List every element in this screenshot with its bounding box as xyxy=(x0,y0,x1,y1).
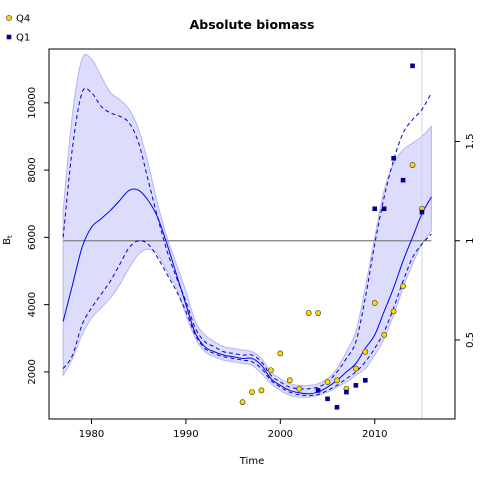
x-tick-label: 1990 xyxy=(173,429,198,440)
q1-point xyxy=(372,206,378,212)
q4-point xyxy=(324,379,331,385)
upper-ci-line xyxy=(62,87,432,390)
q1-point xyxy=(363,378,368,383)
y-axis-label: Bt xyxy=(2,235,14,245)
x-tick-label: 1980 xyxy=(79,429,104,440)
y-tick-label: 8000 xyxy=(27,157,38,182)
q4-point xyxy=(305,310,312,316)
x-tick-label: 2000 xyxy=(268,429,293,440)
y-tick-label: 10000 xyxy=(27,87,38,119)
estimate-line xyxy=(62,188,432,395)
data-point-layer xyxy=(239,63,425,410)
q1-point xyxy=(419,209,425,215)
confidence-band xyxy=(62,53,432,398)
y2-tick-label: 0.5 xyxy=(465,332,476,348)
plot-frame xyxy=(48,48,456,420)
y2-tick-label: 1 xyxy=(465,238,476,244)
q1-point xyxy=(325,396,330,402)
q4-point xyxy=(277,350,284,357)
x-tick-label: 2010 xyxy=(362,429,387,440)
q1-point xyxy=(391,156,396,161)
q1-point xyxy=(315,388,321,393)
y-tick-label: 2000 xyxy=(27,359,38,384)
y-axis-label-main: B xyxy=(2,238,13,245)
q1-point xyxy=(334,404,340,410)
q4-point xyxy=(371,300,378,306)
chart-title: Absolute biomass xyxy=(190,17,315,32)
q1-point xyxy=(381,206,387,212)
q4-point xyxy=(409,162,416,168)
y2-tick-label: 1.5 xyxy=(465,134,476,150)
q4-point xyxy=(390,308,397,315)
q4-point xyxy=(352,365,359,372)
q4-point xyxy=(239,399,246,406)
q4-point xyxy=(381,332,388,338)
legend-q1-marker xyxy=(6,34,12,40)
legend-entry-label: Q1 xyxy=(16,33,30,44)
q4-point xyxy=(315,310,321,316)
q1-point xyxy=(410,63,415,69)
q1-point xyxy=(344,389,349,395)
confidence-band-layer xyxy=(62,53,432,398)
series-line-layer xyxy=(62,49,432,419)
q4-point xyxy=(296,385,303,392)
q4-point xyxy=(334,377,340,384)
q4-point xyxy=(400,283,406,290)
q4-point xyxy=(249,389,255,395)
x-axis-label: Time xyxy=(239,456,264,467)
y-tick-label: 6000 xyxy=(27,225,38,250)
y-axis-label-subscript: t xyxy=(6,235,14,238)
y-tick-label: 4000 xyxy=(27,292,38,317)
q4-point xyxy=(286,377,293,384)
axis-layer: 1980 1990 2000 2010 2000 4000 6000 8000 10000 0.5… xyxy=(27,48,476,440)
q1-point xyxy=(353,383,359,388)
legend: Q4 Q1 xyxy=(6,14,30,44)
q4-point xyxy=(362,348,369,355)
legend-q4-marker xyxy=(6,15,12,21)
q4-point xyxy=(267,367,274,374)
legend-entry-label: Q4 xyxy=(16,14,30,25)
lower-ci-line xyxy=(62,233,432,396)
q4-point xyxy=(258,387,265,394)
q1-point xyxy=(400,177,406,183)
